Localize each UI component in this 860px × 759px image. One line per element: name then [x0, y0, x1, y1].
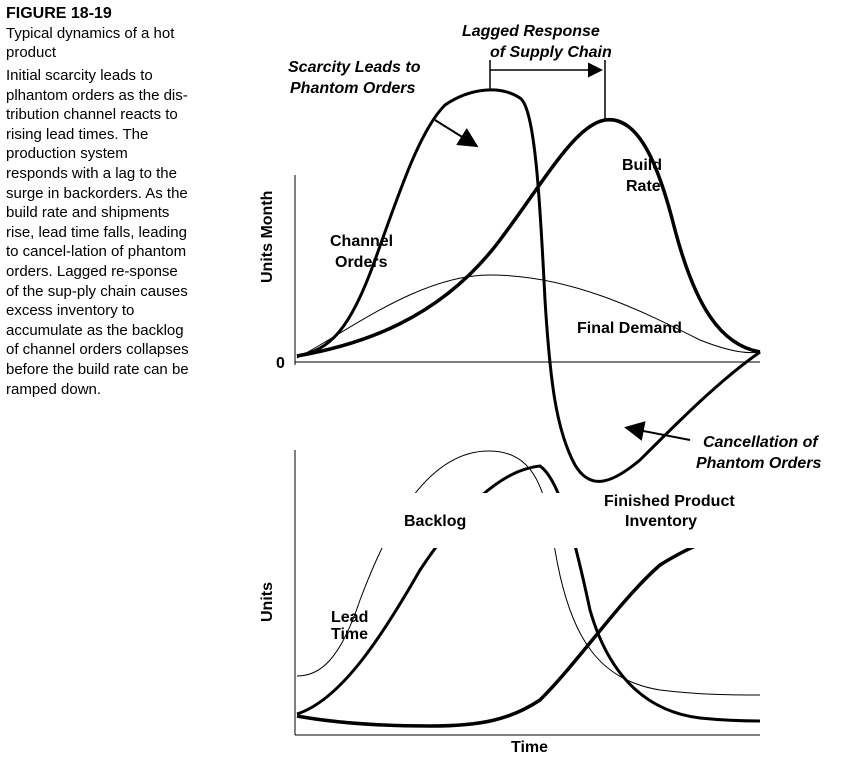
backlog-line	[296, 464, 761, 723]
label-band	[300, 493, 765, 548]
figure-caption: FIGURE 18-19 Typical dynamics of a hot p…	[6, 4, 191, 399]
x-axis-label: Time	[511, 739, 548, 756]
channel-orders-line	[296, 88, 761, 483]
lead-time-label-1: Lead	[331, 609, 368, 626]
lagged-label-2: of Supply Chain	[490, 44, 612, 61]
figure-number: FIGURE 18-19	[6, 5, 112, 22]
cancellation-arrow	[624, 421, 691, 441]
lead-time-line	[296, 450, 761, 696]
bottom-y-axis-label: Units	[259, 582, 276, 622]
finished-inventory-label-1: Finished Product	[604, 493, 735, 510]
scarcity-label-2: Phantom Orders	[290, 80, 415, 97]
build-rate-label-1: Build	[622, 157, 662, 174]
build-rate-line	[296, 118, 761, 358]
lagged-label-1: Lagged Response	[462, 23, 600, 40]
final-demand-line	[296, 274, 761, 359]
channel-orders-label-1: Channel	[330, 233, 393, 250]
final-demand-label: Final Demand	[577, 320, 682, 337]
figure-title: Typical dynamics of a hot product	[6, 25, 175, 61]
top-y-axis-label: Units Month	[259, 191, 276, 283]
scarcity-arrow	[434, 119, 479, 148]
finished-inventory-line	[296, 526, 761, 728]
scarcity-label-1: Scarcity Leads to	[288, 59, 421, 76]
figure-description: Initial scarcity leads to plhantom order…	[6, 67, 189, 398]
cancellation-label-2: Phantom Orders	[696, 455, 821, 472]
top-zero-label: 0	[276, 355, 285, 372]
build-rate-label-2: Rate	[626, 178, 661, 195]
channel-orders-label-2: Orders	[335, 254, 388, 271]
lead-time-label-2: Time	[331, 626, 368, 643]
cancellation-label-1: Cancellation of	[703, 434, 819, 451]
finished-inventory-label-2: Inventory	[625, 513, 697, 530]
backlog-label: Backlog	[404, 513, 466, 530]
